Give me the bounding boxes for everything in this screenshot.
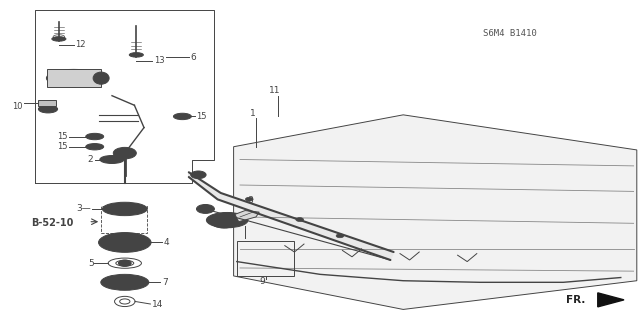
Text: 12: 12 bbox=[75, 40, 85, 49]
Polygon shape bbox=[598, 293, 624, 307]
Ellipse shape bbox=[102, 202, 147, 216]
Bar bbox=[101, 206, 147, 233]
Text: 7: 7 bbox=[162, 278, 168, 287]
Bar bbox=[47, 69, 101, 87]
Text: 3—: 3— bbox=[77, 204, 92, 213]
Circle shape bbox=[196, 204, 214, 213]
Text: 4: 4 bbox=[163, 238, 169, 247]
Ellipse shape bbox=[113, 278, 137, 287]
Ellipse shape bbox=[52, 37, 66, 41]
Ellipse shape bbox=[206, 212, 248, 228]
Text: 9: 9 bbox=[260, 277, 265, 286]
Text: 2: 2 bbox=[88, 155, 93, 164]
Ellipse shape bbox=[108, 236, 143, 249]
Text: 15: 15 bbox=[58, 132, 68, 141]
Text: 11: 11 bbox=[269, 86, 281, 95]
Ellipse shape bbox=[99, 233, 151, 252]
Circle shape bbox=[118, 279, 131, 286]
Circle shape bbox=[336, 234, 344, 238]
Ellipse shape bbox=[173, 113, 191, 120]
Circle shape bbox=[113, 147, 136, 159]
Ellipse shape bbox=[93, 72, 109, 84]
Ellipse shape bbox=[86, 133, 104, 140]
Circle shape bbox=[211, 215, 237, 228]
Circle shape bbox=[296, 218, 303, 221]
Ellipse shape bbox=[101, 274, 149, 290]
Circle shape bbox=[191, 171, 206, 179]
Text: 5: 5 bbox=[88, 259, 94, 268]
Text: 15: 15 bbox=[58, 142, 68, 151]
Circle shape bbox=[245, 197, 253, 201]
Text: S6M4 B1410: S6M4 B1410 bbox=[483, 29, 537, 38]
Ellipse shape bbox=[100, 155, 124, 164]
Text: 15: 15 bbox=[196, 112, 207, 121]
Text: FR.: FR. bbox=[566, 295, 586, 305]
Ellipse shape bbox=[116, 206, 134, 212]
Polygon shape bbox=[235, 211, 259, 222]
Text: 1: 1 bbox=[250, 109, 255, 118]
Ellipse shape bbox=[38, 105, 58, 113]
Text: 6: 6 bbox=[190, 53, 196, 62]
Text: 13: 13 bbox=[154, 56, 164, 65]
Ellipse shape bbox=[47, 69, 101, 87]
Text: 10: 10 bbox=[13, 102, 23, 111]
Bar bbox=[237, 241, 294, 276]
Text: B-52-10: B-52-10 bbox=[31, 218, 73, 228]
Text: 14: 14 bbox=[152, 300, 164, 309]
Polygon shape bbox=[234, 115, 637, 309]
Ellipse shape bbox=[116, 239, 134, 246]
Ellipse shape bbox=[129, 53, 143, 57]
Text: 8: 8 bbox=[248, 197, 253, 205]
Ellipse shape bbox=[86, 144, 104, 150]
Polygon shape bbox=[189, 172, 394, 260]
Bar bbox=[38, 100, 56, 106]
Circle shape bbox=[118, 260, 131, 266]
